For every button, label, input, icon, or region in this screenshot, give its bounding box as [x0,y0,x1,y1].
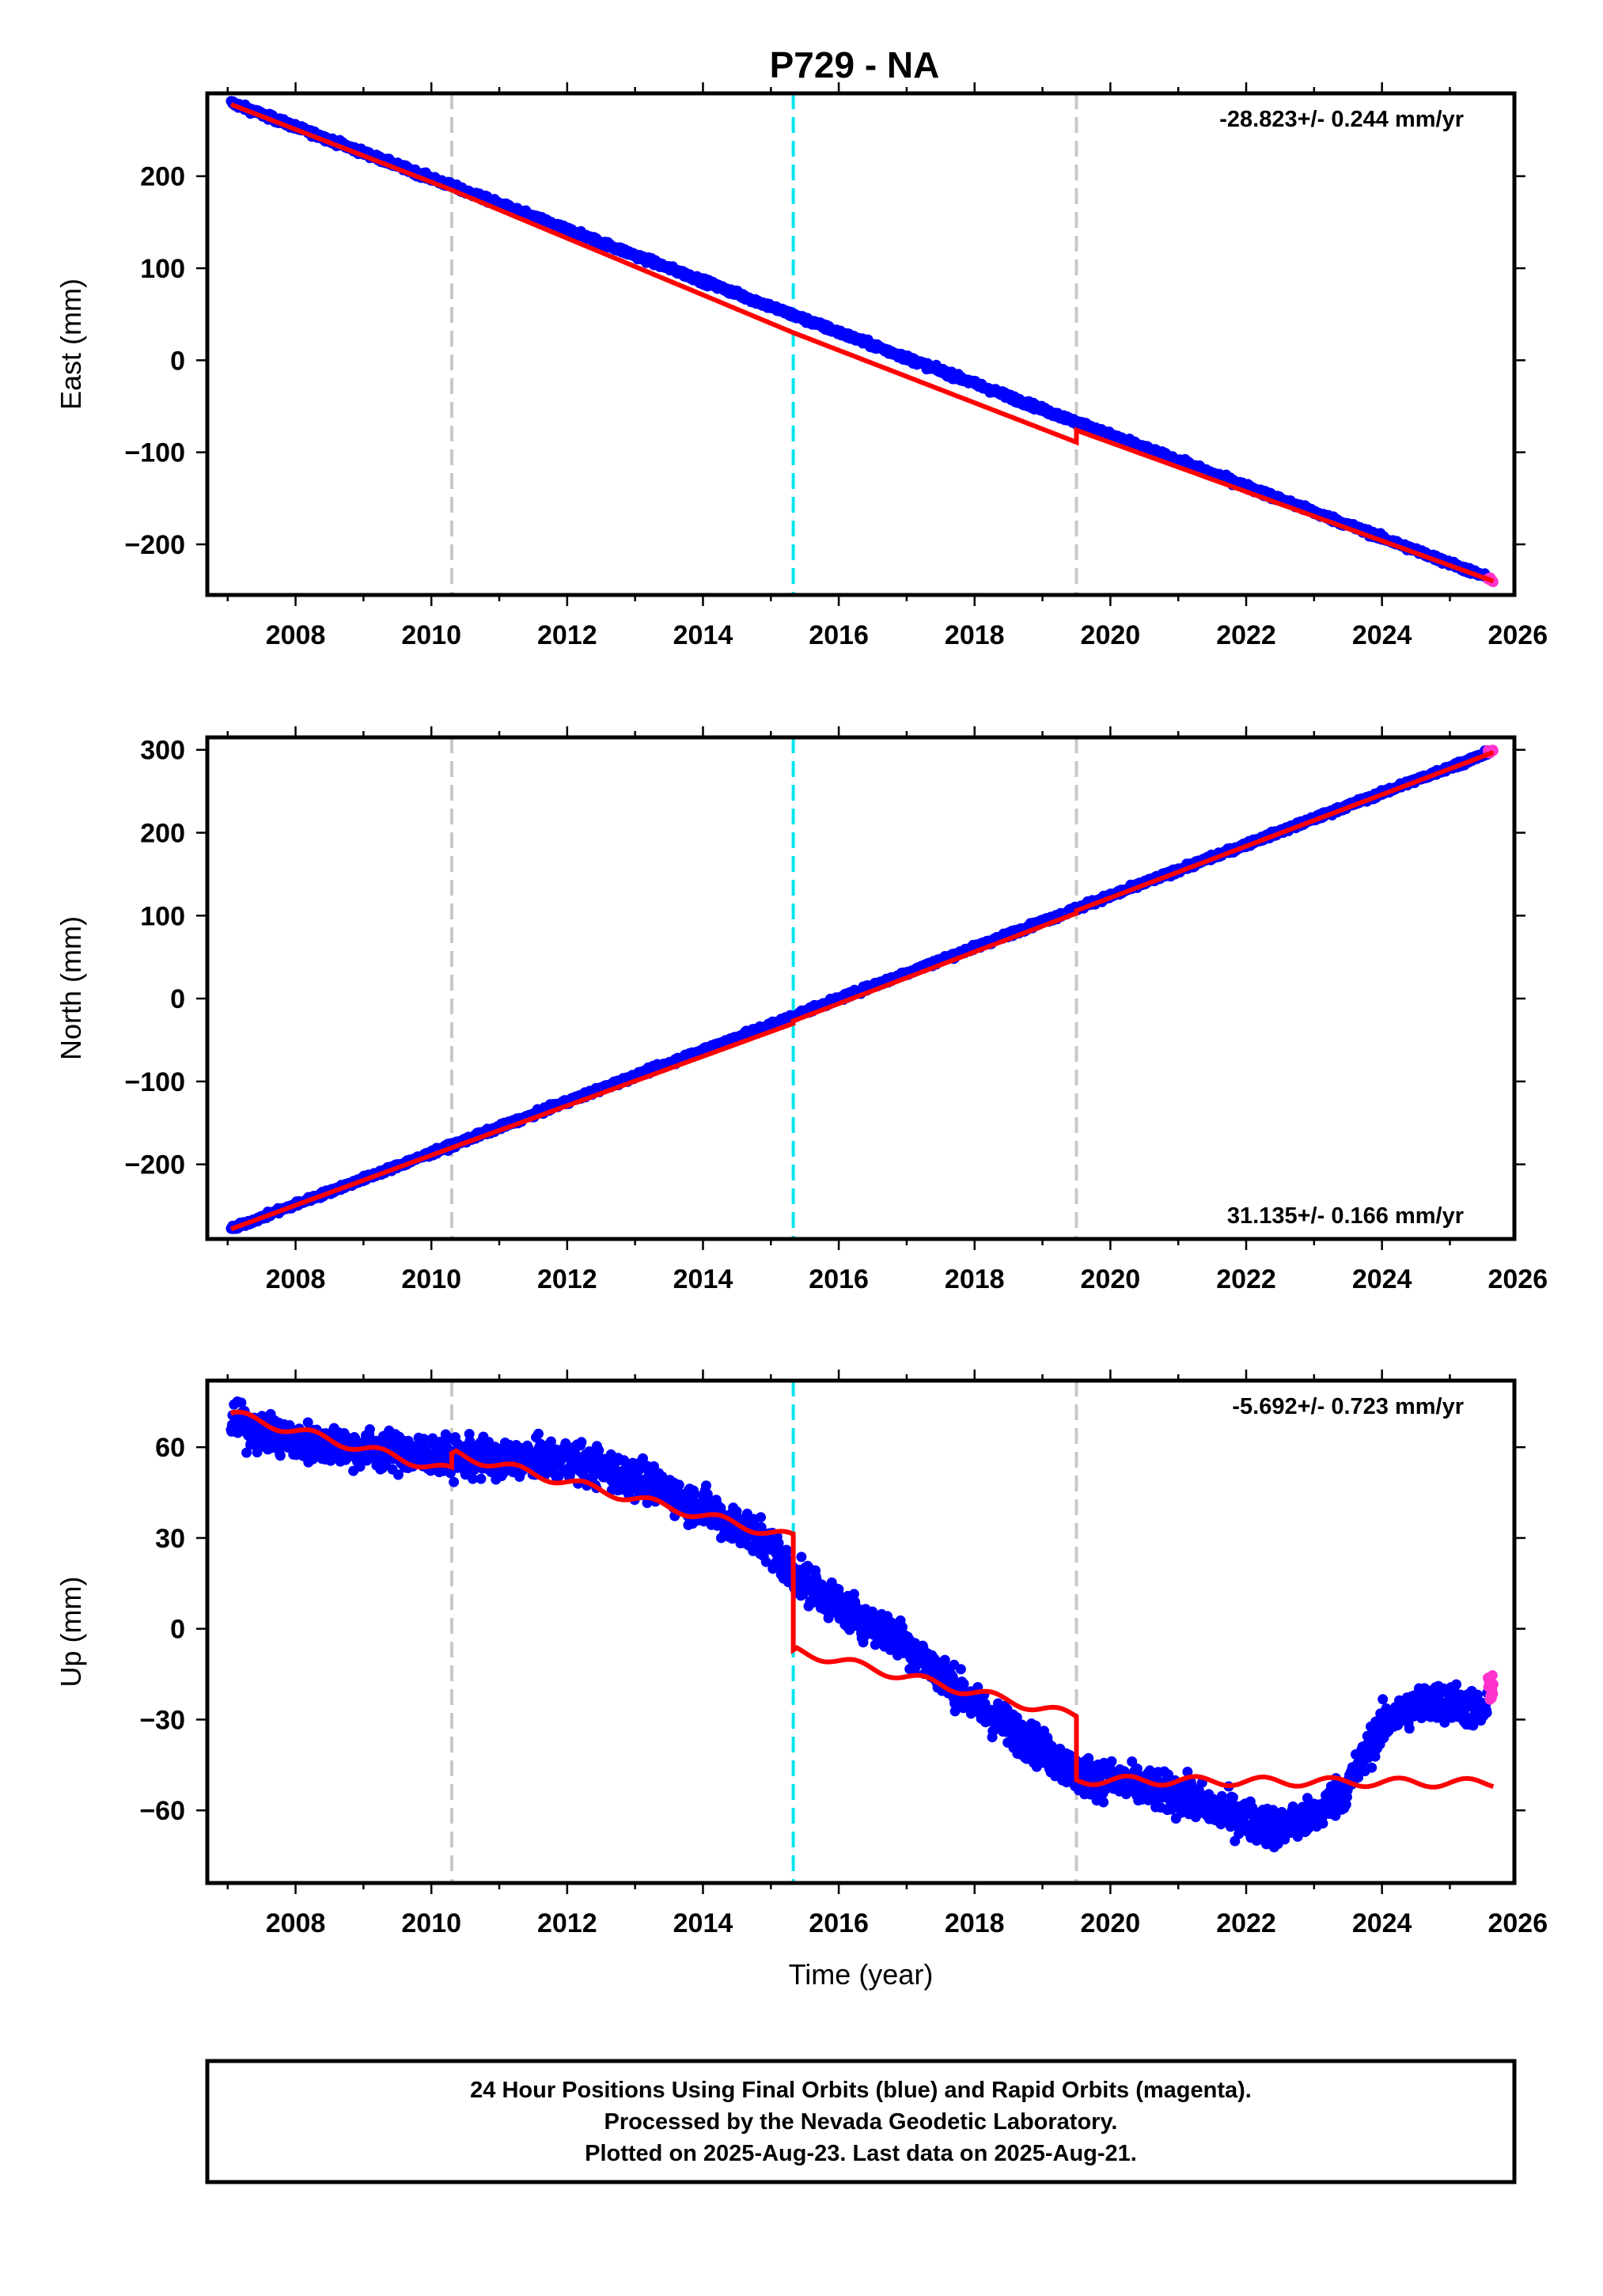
east-frame [205,91,1517,597]
east-y-tick-label: 100 [140,254,185,284]
chart-title: P729 - NA [770,44,940,85]
east-x-tick-label: 2020 [1081,620,1141,650]
east-x-tick-label: 2026 [1487,620,1548,650]
east-model-line [229,102,1495,584]
east-y-tick-label: −200 [124,530,185,560]
north-final-points [225,745,1493,1234]
panel-east: 2008 2010 2012 2014 2016 2018 2020 2022 2024 2026… [55,82,1548,650]
panel-north: 2008 2010 2012 2014 2016 2018 2020 2022 2024 2026… [55,726,1548,1294]
east-y-tick-label: 200 [140,162,185,192]
east-x-tick-label: 2016 [809,620,869,650]
east-y-tick-label: −100 [124,438,185,468]
east-x-tick-label: 2012 [537,620,597,650]
east-x-tick-label: 2018 [945,620,1005,650]
east-x-tick-label: 2024 [1352,620,1412,650]
east-x-tick-label: 2022 [1216,620,1276,650]
east-y-axis-title: East (mm) [55,278,87,410]
east-x-tick-label: 2014 [673,620,733,650]
east-rate-label: -28.823+/- 0.244 mm/yr [1219,107,1464,132]
east-x-tick-label: 2008 [266,620,326,650]
north-plot-area [225,737,1499,1239]
east-y-tick-label: 0 [170,346,185,376]
east-x-tick-label: 2010 [401,620,461,650]
east-plot-area [225,93,1499,595]
